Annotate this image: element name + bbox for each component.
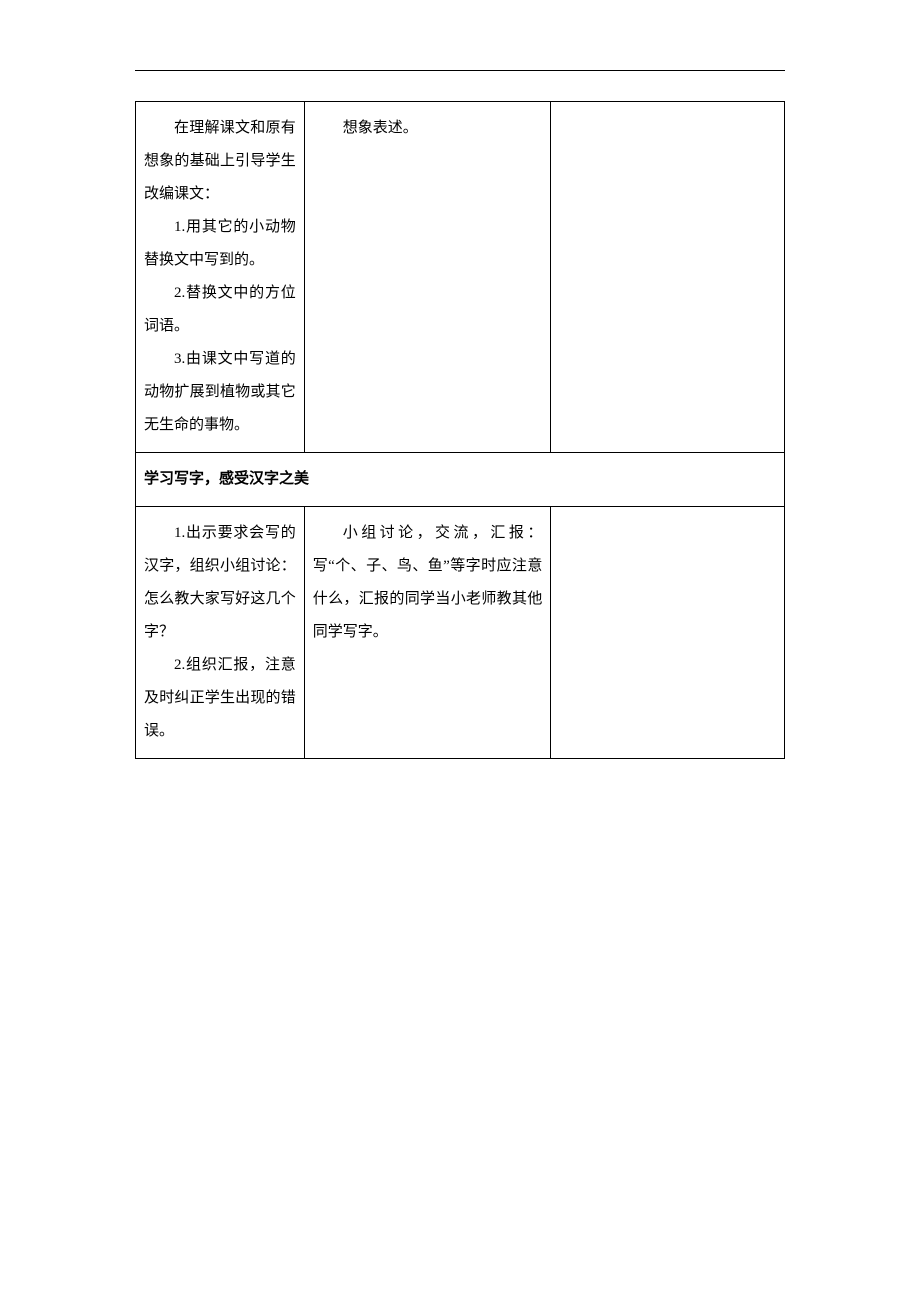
paragraph: 想象表述。 <box>313 112 543 145</box>
paragraph: 2.组织汇报，注意及时纠正学生出现的错误。 <box>144 649 296 748</box>
cell-notes-1 <box>551 102 785 453</box>
table-row: 在理解课文和原有想象的基础上引导学生改编课文： 1.用其它的小动物替换文中写到的… <box>136 102 785 453</box>
table-row: 1.出示要求会写的汉字，组织小组讨论：怎么教大家写好这几个字？ 2.组织汇报，注… <box>136 507 785 759</box>
lesson-table: 在理解课文和原有想象的基础上引导学生改编课文： 1.用其它的小动物替换文中写到的… <box>135 101 785 759</box>
paragraph: 3.由课文中写道的动物扩展到植物或其它无生命的事物。 <box>144 343 296 442</box>
paragraph: 小组讨论，交流，汇报：写“个、子、鸟、鱼”等字时应注意什么，汇报的同学当小老师教… <box>313 517 543 649</box>
paragraph: 2.替换文中的方位词语。 <box>144 277 296 343</box>
section-header-cell: 学习写字，感受汉字之美 <box>136 453 785 507</box>
paragraph: 1.出示要求会写的汉字，组织小组讨论：怎么教大家写好这几个字？ <box>144 517 296 649</box>
paragraph: 在理解课文和原有想象的基础上引导学生改编课文： <box>144 112 296 211</box>
table-row-header: 学习写字，感受汉字之美 <box>136 453 785 507</box>
header-rule-line <box>135 70 785 71</box>
cell-notes-2 <box>551 507 785 759</box>
section-title: 学习写字，感受汉字之美 <box>144 471 309 487</box>
cell-student-activity-2: 小组讨论，交流，汇报：写“个、子、鸟、鱼”等字时应注意什么，汇报的同学当小老师教… <box>304 507 551 759</box>
cell-teacher-activity-2: 1.出示要求会写的汉字，组织小组讨论：怎么教大家写好这几个字？ 2.组织汇报，注… <box>136 507 305 759</box>
paragraph: 1.用其它的小动物替换文中写到的。 <box>144 211 296 277</box>
cell-student-activity-1: 想象表述。 <box>304 102 551 453</box>
cell-teacher-activity-1: 在理解课文和原有想象的基础上引导学生改编课文： 1.用其它的小动物替换文中写到的… <box>136 102 305 453</box>
